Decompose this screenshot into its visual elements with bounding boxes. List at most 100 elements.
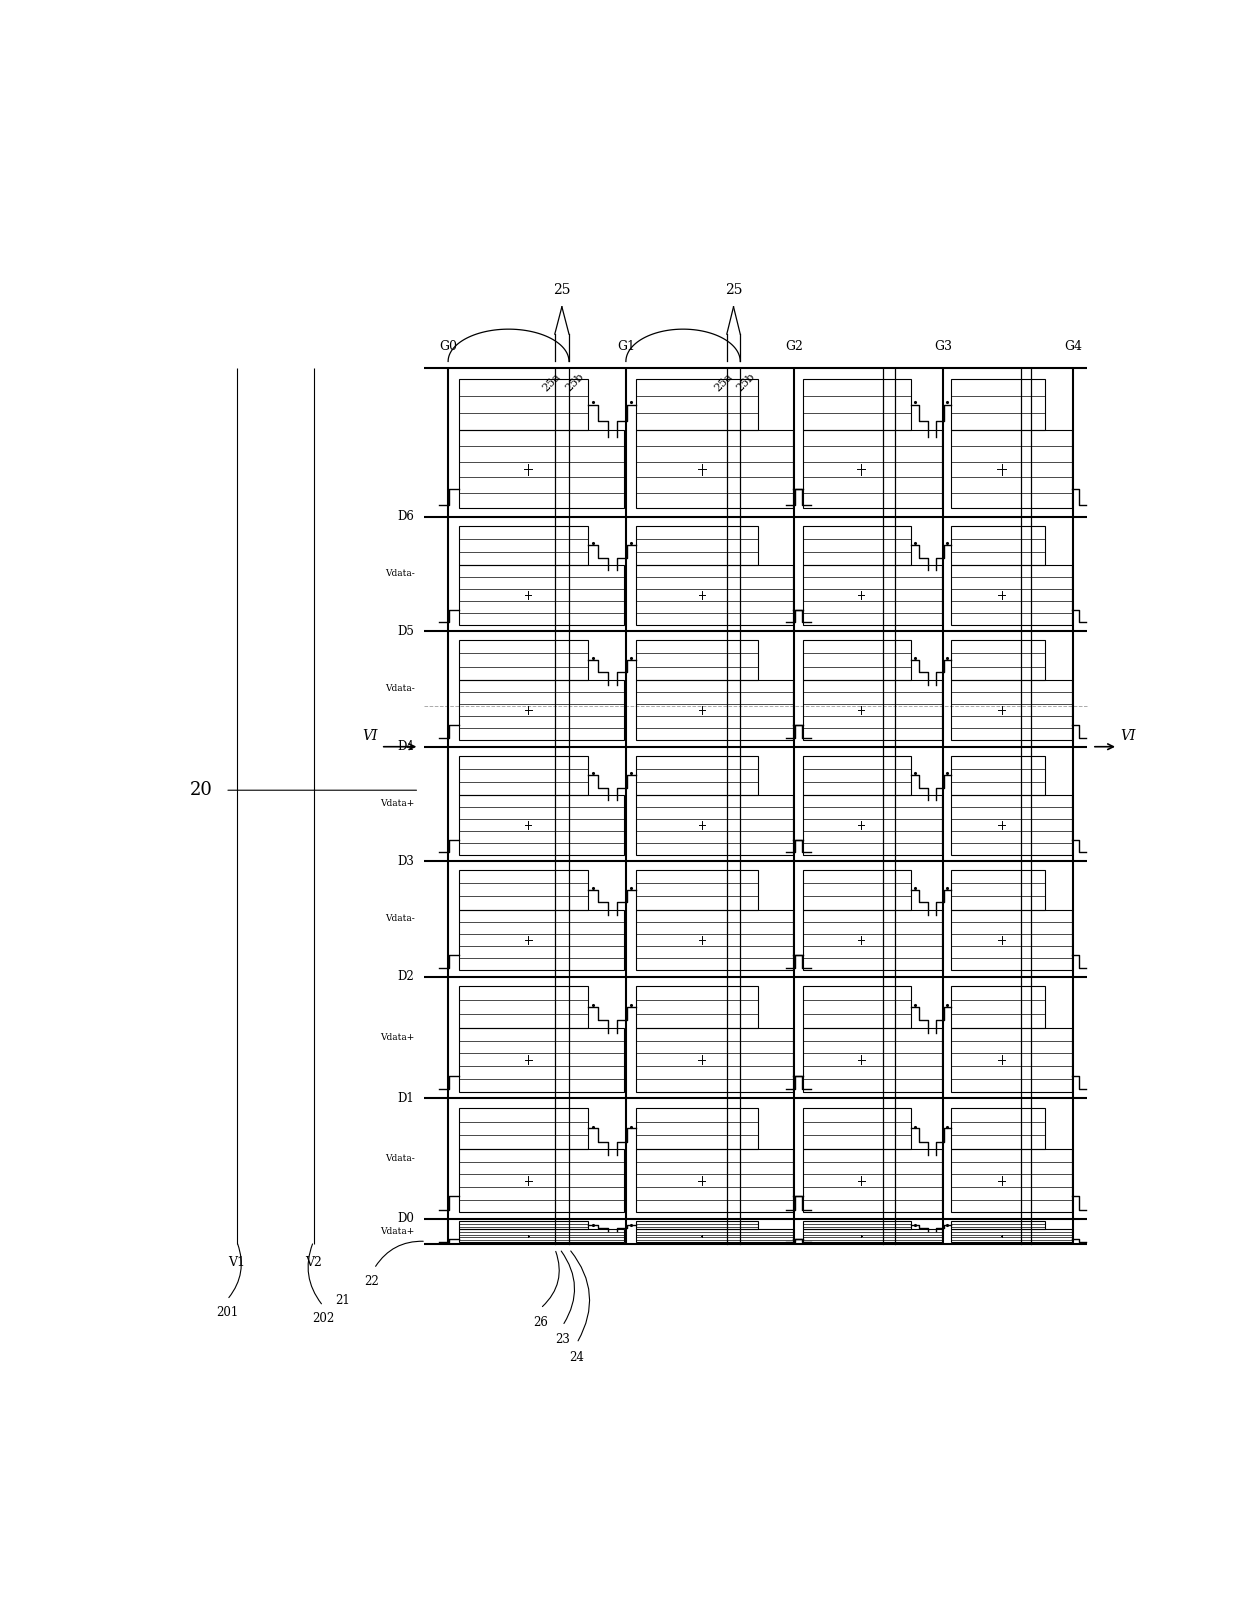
Text: Vdata-: Vdata-: [384, 1154, 414, 1164]
Bar: [459, 1028, 624, 1091]
Text: Vdata+: Vdata+: [381, 1227, 414, 1236]
Bar: [951, 870, 1045, 910]
Text: 25b: 25b: [735, 371, 758, 394]
Text: D2: D2: [398, 970, 414, 983]
Text: Vdata-: Vdata-: [384, 570, 414, 578]
Bar: [951, 1028, 1071, 1091]
Text: 26: 26: [533, 1315, 548, 1328]
Text: Vdata-: Vdata-: [384, 684, 414, 694]
Bar: [804, 910, 941, 970]
Bar: [636, 910, 792, 970]
Text: Vdata+: Vdata+: [381, 799, 414, 809]
Text: V2: V2: [305, 1256, 322, 1269]
Text: D3: D3: [398, 854, 414, 868]
Bar: [459, 986, 588, 1028]
Bar: [636, 870, 758, 910]
Bar: [636, 755, 758, 794]
Bar: [636, 1107, 758, 1149]
Bar: [459, 1230, 624, 1243]
Bar: [459, 1107, 588, 1149]
Bar: [459, 755, 588, 794]
Text: 25: 25: [553, 282, 570, 297]
Bar: [951, 431, 1071, 508]
Text: 20: 20: [190, 781, 212, 799]
Bar: [459, 565, 624, 625]
Bar: [636, 431, 792, 508]
Bar: [951, 679, 1071, 741]
Text: G2: G2: [785, 341, 804, 353]
Bar: [459, 641, 588, 679]
Bar: [636, 1028, 792, 1091]
Text: Vdata-: Vdata-: [384, 915, 414, 923]
Bar: [951, 910, 1071, 970]
Text: G0: G0: [439, 341, 458, 353]
Bar: [636, 1149, 792, 1212]
Bar: [459, 1149, 624, 1212]
Bar: [636, 1230, 792, 1243]
Bar: [951, 986, 1045, 1028]
Bar: [951, 1220, 1045, 1230]
Text: VI: VI: [362, 730, 378, 742]
Bar: [636, 1220, 758, 1230]
Text: G3: G3: [934, 341, 952, 353]
Text: 22: 22: [363, 1275, 378, 1288]
Bar: [951, 755, 1045, 794]
Text: G4: G4: [1064, 341, 1081, 353]
Text: D6: D6: [398, 510, 414, 523]
Bar: [459, 910, 624, 970]
Bar: [804, 1107, 911, 1149]
Bar: [951, 1230, 1071, 1243]
Bar: [636, 794, 792, 855]
Bar: [804, 379, 911, 431]
Bar: [804, 986, 911, 1028]
Bar: [459, 526, 588, 565]
Text: 25b: 25b: [564, 371, 585, 394]
Bar: [804, 1220, 911, 1230]
Text: 23: 23: [556, 1333, 570, 1346]
Bar: [804, 794, 941, 855]
Bar: [804, 870, 911, 910]
Text: 25a: 25a: [541, 371, 563, 394]
Bar: [636, 565, 792, 625]
Bar: [459, 379, 588, 431]
Bar: [804, 1149, 941, 1212]
Text: V1: V1: [228, 1256, 246, 1269]
Text: D4: D4: [398, 741, 414, 754]
Bar: [636, 986, 758, 1028]
Bar: [636, 679, 792, 741]
Bar: [951, 1107, 1045, 1149]
Text: 24: 24: [569, 1351, 584, 1364]
Bar: [459, 431, 624, 508]
Bar: [804, 431, 941, 508]
Text: 25: 25: [724, 282, 743, 297]
Bar: [804, 641, 911, 679]
Bar: [804, 1028, 941, 1091]
Bar: [459, 679, 624, 741]
Text: VI: VI: [1120, 730, 1136, 742]
Bar: [804, 679, 941, 741]
Bar: [951, 794, 1071, 855]
Text: G1: G1: [616, 341, 635, 353]
Bar: [951, 526, 1045, 565]
Bar: [636, 379, 758, 431]
Bar: [804, 755, 911, 794]
Bar: [459, 1220, 588, 1230]
Text: D5: D5: [398, 625, 414, 638]
Text: 201: 201: [216, 1306, 238, 1319]
Bar: [636, 641, 758, 679]
Bar: [636, 526, 758, 565]
Bar: [804, 565, 941, 625]
Bar: [951, 565, 1071, 625]
Text: Vdata+: Vdata+: [381, 1033, 414, 1043]
Bar: [459, 870, 588, 910]
Bar: [951, 1149, 1071, 1212]
Text: D0: D0: [398, 1212, 414, 1225]
Bar: [804, 526, 911, 565]
Bar: [951, 379, 1045, 431]
Text: 21: 21: [335, 1293, 350, 1307]
Text: 25a: 25a: [713, 371, 735, 394]
Bar: [951, 641, 1045, 679]
Text: 202: 202: [312, 1312, 335, 1325]
Text: D1: D1: [398, 1093, 414, 1106]
Bar: [459, 794, 624, 855]
